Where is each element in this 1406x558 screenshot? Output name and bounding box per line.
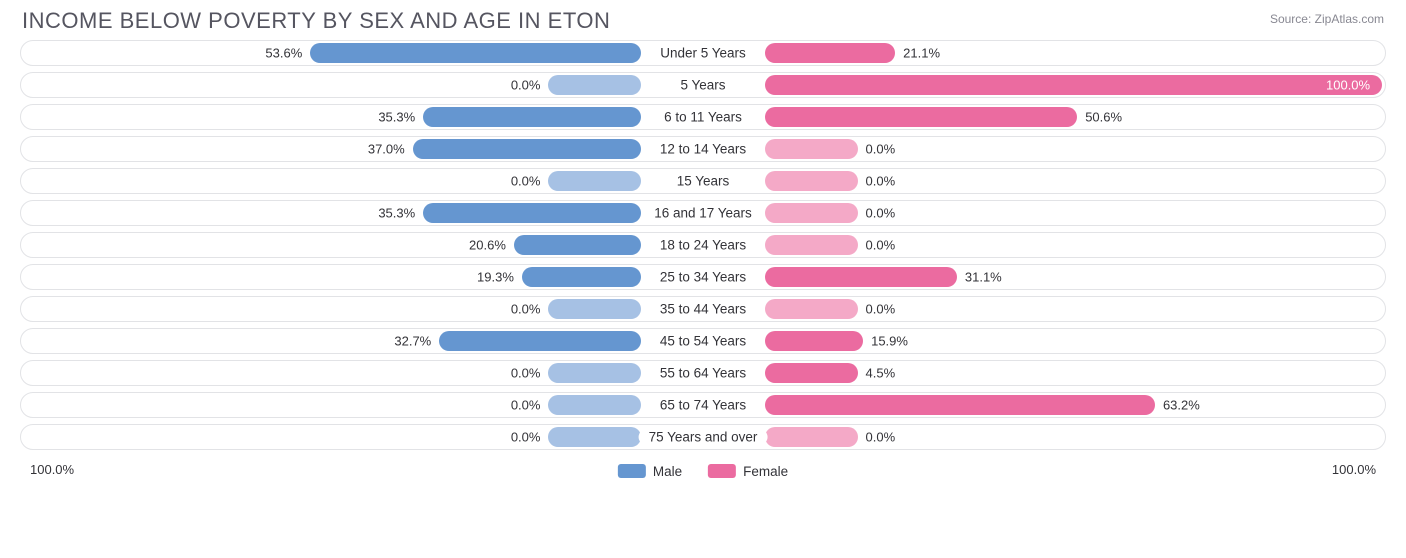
category-label: 18 to 24 Years: [650, 238, 756, 253]
legend-female: Female: [708, 464, 788, 479]
category-label: 75 Years and over: [639, 430, 768, 445]
female-bar: [765, 203, 858, 223]
chart-row: 53.6% 21.1% Under 5 Years: [20, 40, 1386, 66]
female-value: 0.0%: [866, 302, 896, 317]
female-bar: [765, 171, 858, 191]
chart-title: INCOME BELOW POVERTY BY SEX AND AGE IN E…: [22, 8, 610, 34]
male-bar: [548, 427, 641, 447]
male-bar: [439, 331, 641, 351]
male-value: 0.0%: [511, 174, 541, 189]
category-label: 65 to 74 Years: [650, 398, 756, 413]
category-label: 55 to 64 Years: [650, 366, 756, 381]
category-label: 25 to 34 Years: [650, 270, 756, 285]
female-value: 50.6%: [1085, 110, 1122, 125]
female-value: 63.2%: [1163, 398, 1200, 413]
male-bar: [423, 107, 641, 127]
male-bar: [548, 395, 641, 415]
female-bar: [765, 75, 1382, 95]
female-value: 31.1%: [965, 270, 1002, 285]
male-value: 37.0%: [368, 142, 405, 157]
chart-row: 0.0% 4.5% 55 to 64 Years: [20, 360, 1386, 386]
female-value: 4.5%: [866, 366, 896, 381]
chart-row: 0.0% 63.2% 65 to 74 Years: [20, 392, 1386, 418]
legend-female-swatch: [708, 464, 736, 478]
female-bar: [765, 267, 957, 287]
female-bar: [765, 107, 1077, 127]
female-bar: [765, 235, 858, 255]
chart-header: INCOME BELOW POVERTY BY SEX AND AGE IN E…: [12, 8, 1394, 40]
poverty-by-sex-age-chart: INCOME BELOW POVERTY BY SEX AND AGE IN E…: [0, 0, 1406, 494]
chart-row: 0.0% 0.0% 35 to 44 Years: [20, 296, 1386, 322]
female-value: 0.0%: [866, 238, 896, 253]
male-value: 0.0%: [511, 78, 541, 93]
male-value: 0.0%: [511, 366, 541, 381]
male-bar: [548, 299, 641, 319]
category-label: 12 to 14 Years: [650, 142, 756, 157]
male-value: 0.0%: [511, 430, 541, 445]
female-value: 0.0%: [866, 174, 896, 189]
chart-row: 32.7% 15.9% 45 to 54 Years: [20, 328, 1386, 354]
male-bar: [548, 363, 641, 383]
male-bar: [413, 139, 641, 159]
category-label: 45 to 54 Years: [650, 334, 756, 349]
male-value: 32.7%: [394, 334, 431, 349]
female-bar: [765, 363, 858, 383]
axis-right-label: 100.0%: [1332, 462, 1376, 477]
male-value: 20.6%: [469, 238, 506, 253]
male-value: 53.6%: [265, 46, 302, 61]
chart-row: 35.3% 50.6% 6 to 11 Years: [20, 104, 1386, 130]
female-bar: [765, 427, 858, 447]
chart-row: 0.0% 0.0% 15 Years: [20, 168, 1386, 194]
male-bar: [514, 235, 641, 255]
female-bar: [765, 43, 895, 63]
female-bar: [765, 331, 863, 351]
female-bar: [765, 395, 1155, 415]
male-value: 0.0%: [511, 398, 541, 413]
legend-male: Male: [618, 464, 682, 479]
category-label: 5 Years: [670, 78, 735, 93]
chart-row: 35.3% 0.0% 16 and 17 Years: [20, 200, 1386, 226]
female-bar: [765, 139, 858, 159]
legend-male-label: Male: [653, 464, 682, 479]
category-label: 16 and 17 Years: [644, 206, 762, 221]
male-bar: [548, 171, 641, 191]
chart-row: 0.0% 0.0% 75 Years and over: [20, 424, 1386, 450]
male-value: 35.3%: [378, 110, 415, 125]
female-value: 100.0%: [1326, 78, 1370, 93]
female-value: 15.9%: [871, 334, 908, 349]
male-bar: [423, 203, 641, 223]
male-value: 19.3%: [477, 270, 514, 285]
chart-rows: 53.6% 21.1% Under 5 Years 0.0% 100.0% 5 Years…: [12, 40, 1394, 450]
legend-female-label: Female: [743, 464, 788, 479]
legend-male-swatch: [618, 464, 646, 478]
chart-source: Source: ZipAtlas.com: [1270, 12, 1384, 26]
male-value: 35.3%: [378, 206, 415, 221]
chart-row: 19.3% 31.1% 25 to 34 Years: [20, 264, 1386, 290]
category-label: 35 to 44 Years: [650, 302, 756, 317]
male-bar: [310, 43, 641, 63]
category-label: 15 Years: [667, 174, 740, 189]
legend: Male Female: [618, 464, 788, 479]
chart-footer: 100.0% Male Female 100.0%: [12, 460, 1394, 482]
axis-left-label: 100.0%: [30, 462, 74, 477]
chart-row: 20.6% 0.0% 18 to 24 Years: [20, 232, 1386, 258]
female-value: 21.1%: [903, 46, 940, 61]
female-bar: [765, 299, 858, 319]
chart-row: 0.0% 100.0% 5 Years: [20, 72, 1386, 98]
chart-row: 37.0% 0.0% 12 to 14 Years: [20, 136, 1386, 162]
male-bar: [522, 267, 641, 287]
female-value: 0.0%: [866, 430, 896, 445]
male-value: 0.0%: [511, 302, 541, 317]
female-value: 0.0%: [866, 142, 896, 157]
category-label: 6 to 11 Years: [654, 110, 752, 125]
male-bar: [548, 75, 641, 95]
category-label: Under 5 Years: [650, 46, 756, 61]
female-value: 0.0%: [866, 206, 896, 221]
